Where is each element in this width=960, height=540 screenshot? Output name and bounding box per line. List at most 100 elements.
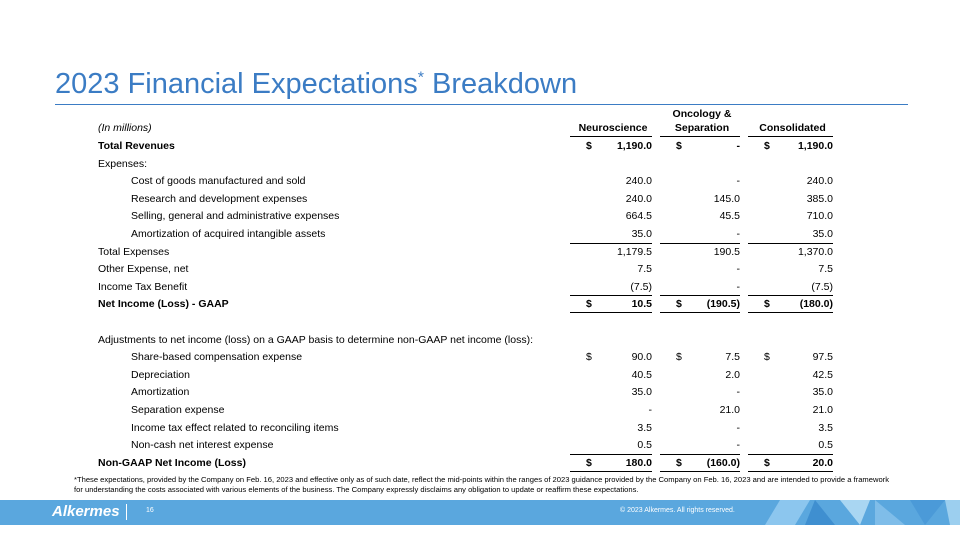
- row-label: Research and development expenses: [131, 192, 308, 205]
- column-header: Neuroscience: [578, 122, 648, 134]
- cell: 42.5: [812, 368, 833, 381]
- total-rule: [570, 295, 652, 297]
- cell: -: [648, 404, 653, 416]
- cell: 21.0: [812, 404, 833, 416]
- total-rule: [570, 312, 652, 314]
- cell: 145.0: [713, 192, 740, 205]
- total-rule: [660, 470, 740, 472]
- row-label: Total Expenses: [98, 245, 170, 258]
- cell: 180.0: [625, 456, 652, 469]
- header-rule: [748, 136, 833, 137]
- row-label: Income Tax Benefit: [98, 280, 188, 293]
- cell: (7.5): [811, 280, 833, 293]
- cell: 21.0: [719, 404, 740, 416]
- footer-divider: [126, 504, 127, 520]
- cell: -: [736, 439, 741, 452]
- row-label: Non-GAAP Net Income (Loss): [98, 456, 246, 469]
- cell: 7.5: [725, 351, 740, 364]
- total-rule: [570, 470, 652, 472]
- footnote: *These expectations, provided by the Com…: [74, 475, 890, 494]
- currency: $: [676, 298, 682, 311]
- cell: (190.5): [706, 298, 740, 311]
- total-rule: [748, 453, 833, 455]
- cell: (180.0): [799, 298, 833, 311]
- total-rule: [748, 295, 833, 297]
- cell: 20.0: [812, 456, 833, 469]
- cell: (160.0): [706, 456, 740, 469]
- currency: $: [676, 351, 682, 364]
- cell: 97.5: [812, 351, 833, 364]
- row-label: Net Income (Loss) - GAAP: [98, 298, 229, 311]
- cell: 7.5: [637, 263, 652, 276]
- title-rest: Breakdown: [423, 68, 578, 100]
- row-label: Amortization of acquired intangible asse…: [131, 228, 326, 240]
- cell: 0.5: [637, 439, 652, 452]
- page-number: 16: [146, 507, 154, 514]
- row-label: Amortization: [131, 386, 190, 399]
- currency: $: [586, 456, 592, 469]
- cell: 3.5: [637, 421, 652, 434]
- cell: 35.0: [812, 386, 833, 399]
- copyright: © 2023 Alkermes. All rights reserved.: [620, 507, 735, 514]
- cell: 664.5: [625, 210, 652, 223]
- currency: $: [676, 456, 682, 469]
- cell: 1,190.0: [616, 140, 652, 152]
- title: 2023 Financial Expectations* Breakdown: [55, 68, 577, 101]
- title-mark: *: [417, 69, 424, 87]
- cell: 35.0: [631, 228, 652, 240]
- cell: -: [736, 280, 741, 293]
- cell: 710.0: [806, 210, 833, 223]
- cell: 7.5: [818, 263, 833, 276]
- cell: 240.0: [625, 175, 652, 188]
- header-rule: [660, 136, 740, 137]
- cell: 240.0: [625, 192, 652, 205]
- row-label: Share-based compensation expense: [131, 351, 303, 364]
- cell: -: [736, 228, 741, 240]
- total-rule: [748, 312, 833, 314]
- cell: -: [736, 421, 741, 434]
- currency: $: [676, 140, 682, 152]
- cell: 0.5: [818, 439, 833, 452]
- row-label: Selling, general and administrative expe…: [131, 210, 340, 223]
- row-label: Total Revenues: [98, 140, 175, 152]
- cell: 1,190.0: [797, 140, 833, 152]
- row-label: Income tax effect related to reconciling…: [131, 421, 339, 434]
- row-label: Separation expense: [131, 404, 225, 416]
- currency: $: [764, 140, 770, 152]
- unit-note: (In millions): [98, 122, 152, 134]
- cell: (7.5): [630, 280, 652, 293]
- cell: 40.5: [631, 368, 652, 381]
- row-label: Non-cash net interest expense: [131, 439, 274, 452]
- currency: $: [764, 351, 770, 364]
- currency: $: [764, 456, 770, 469]
- footer-bar: [0, 500, 960, 525]
- cell: 2.0: [725, 368, 740, 381]
- row-label: Expenses:: [98, 157, 148, 170]
- total-rule: [748, 470, 833, 472]
- total-rule: [660, 453, 740, 455]
- cell: -: [736, 386, 741, 399]
- cell: 1,179.5: [616, 245, 652, 258]
- currency: $: [764, 298, 770, 311]
- title-main: 2023 Financial Expectations: [55, 68, 418, 100]
- title-rule: [55, 104, 908, 105]
- total-rule: [660, 295, 740, 297]
- cell: 1,370.0: [797, 245, 833, 258]
- cell: 35.0: [812, 228, 833, 240]
- cell: -: [736, 175, 741, 188]
- cell: 3.5: [818, 421, 833, 434]
- column-header: Oncology & Separation: [672, 108, 732, 134]
- row-label: Other Expense, net: [98, 263, 189, 276]
- cell: 240.0: [806, 175, 833, 188]
- total-rule: [570, 242, 652, 244]
- cell: -: [736, 263, 741, 276]
- currency: $: [586, 351, 592, 364]
- currency: $: [586, 298, 592, 311]
- cell: 10.5: [631, 298, 652, 311]
- total-rule: [748, 242, 833, 244]
- header-rule: [570, 136, 652, 137]
- row-label: Depreciation: [131, 368, 190, 381]
- cell: 35.0: [631, 386, 652, 399]
- cell: 385.0: [806, 192, 833, 205]
